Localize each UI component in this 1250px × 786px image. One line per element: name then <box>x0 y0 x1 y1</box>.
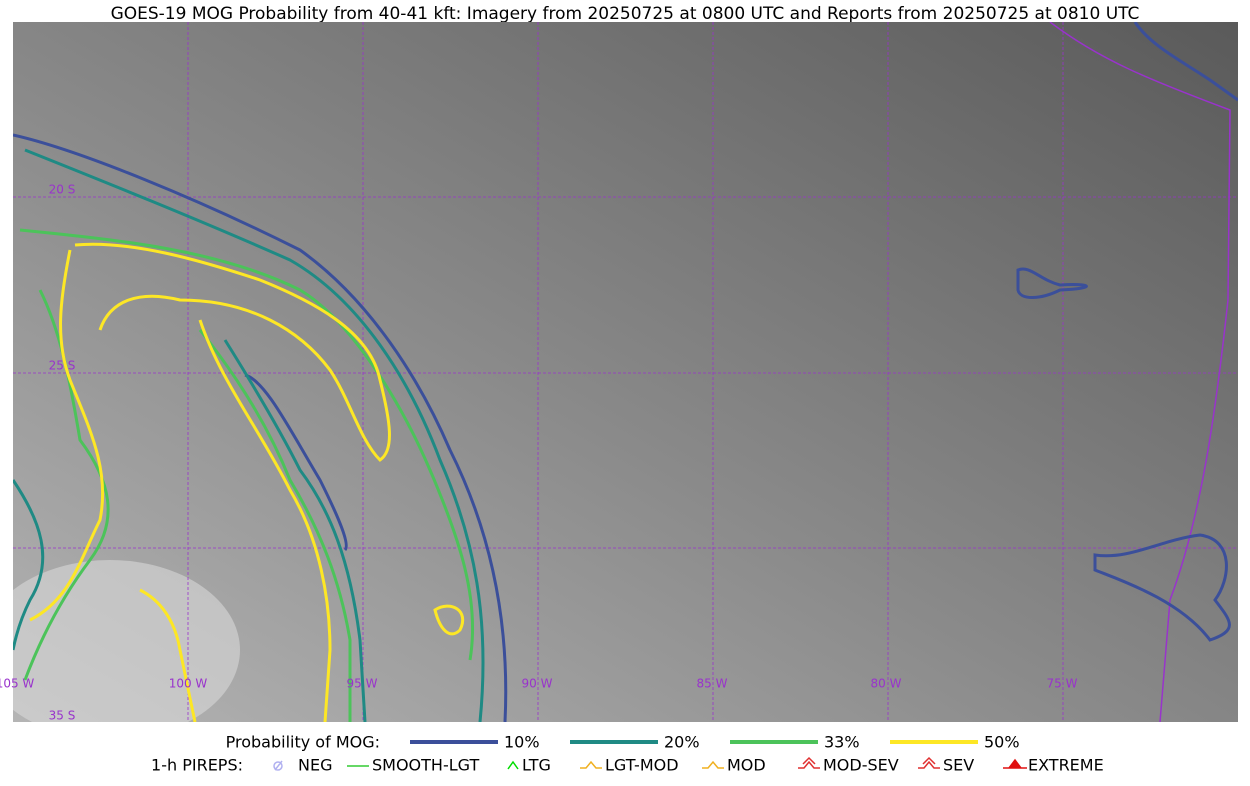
contour-line <box>139 588 197 722</box>
contour-line <box>13 133 508 722</box>
legend-label: EXTREME <box>1028 756 1104 775</box>
map <box>13 22 1238 722</box>
contour-line <box>198 329 352 722</box>
title: GOES-19 MOG Probability from 40-41 kft: … <box>111 4 1140 24</box>
lon-label: 100 W <box>169 677 208 691</box>
legend-label: MOD-SEV <box>823 756 899 775</box>
legend: Probability of MOG: 10% 20% 33% 50% 1-h PIREP… <box>151 733 1104 775</box>
contour-line <box>24 148 485 722</box>
contours <box>13 22 1238 722</box>
pirep-symbol <box>1003 758 1027 769</box>
contour-line <box>1093 533 1231 642</box>
contour-line <box>13 479 45 651</box>
contour-line <box>223 339 367 722</box>
pirep-symbol <box>507 760 519 770</box>
legend-label: LTG <box>522 756 551 775</box>
legend-label: 20% <box>664 733 700 752</box>
pirep-symbol <box>702 760 724 769</box>
contour-line <box>1133 22 1238 102</box>
legend-label: 50% <box>984 733 1020 752</box>
contour-line <box>19 228 475 661</box>
lon-label: 95 W <box>347 677 378 691</box>
lon-label: 75 W <box>1047 677 1078 691</box>
contour-line <box>1016 267 1088 299</box>
contour-line <box>244 373 348 552</box>
pirep-symbol <box>798 756 820 769</box>
lon-label: 105 W <box>0 677 34 691</box>
legend-label: SEV <box>943 756 974 775</box>
lon-label: 90 W <box>522 677 553 691</box>
lon-label: 85 W <box>697 677 728 691</box>
legend-title: 1-h PIREPS: <box>151 756 243 775</box>
lon-label: 80 W <box>871 677 902 691</box>
pirep-symbol <box>918 756 940 769</box>
contour-line <box>433 604 464 636</box>
lat-label: 20 S <box>49 183 76 197</box>
legend-label: NEG <box>298 756 332 775</box>
map-labels: 105 W 100 W 95 W 90 W 85 W 80 W 75 W 20 S 25 S 35… <box>0 183 1078 723</box>
legend-label: 33% <box>824 733 860 752</box>
contour-line <box>74 242 391 462</box>
legend-title: Probability of MOG: <box>226 733 380 752</box>
contour-line <box>29 249 105 622</box>
pirep-symbol <box>580 760 602 769</box>
contour-line <box>198 319 332 722</box>
lat-label: 25 S <box>49 359 76 373</box>
legend-label: SMOOTH-LGT <box>372 756 479 775</box>
pirep-symbol <box>273 760 283 771</box>
cloud <box>13 560 240 722</box>
graticule <box>13 22 1238 722</box>
lat-label: 35 S <box>49 709 76 723</box>
legend-label: MOD <box>727 756 766 775</box>
legend-label: LGT-MOD <box>605 756 679 775</box>
legend-label: 10% <box>504 733 540 752</box>
